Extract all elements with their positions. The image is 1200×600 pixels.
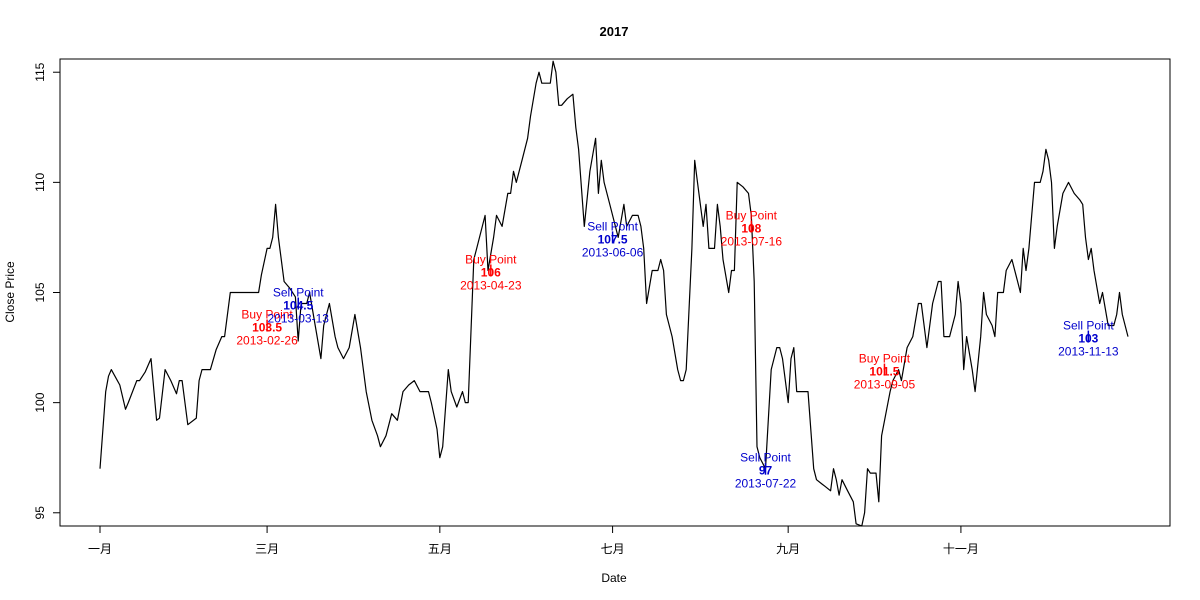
x-axis: 一月 三月 五月 七月 九月 十一月 — [88, 525, 979, 556]
y-tick-label: 95 — [33, 506, 47, 520]
series-layer — [99, 60, 1129, 527]
annotation-price-label: 103 — [1078, 332, 1098, 346]
annotation-price-label: 103.5 — [252, 321, 282, 335]
annotation-price-label: 107.5 — [598, 232, 628, 246]
y-tick-label: 105 — [33, 282, 47, 302]
annotation-date-label: 2013-09-05 — [854, 378, 916, 392]
x-tick-label: 一月 — [88, 542, 112, 556]
y-tick-label: 110 — [33, 172, 47, 191]
annotation-price-label: 104.5 — [283, 299, 313, 313]
annotation-date-label: 2013-11-13 — [1058, 345, 1119, 359]
annotation-date-label: 2013-03-13 — [268, 312, 330, 326]
annotation-price-label: 108 — [741, 221, 761, 235]
annotation-type-label: Buy Point — [241, 308, 293, 322]
annotation-type-label: Sell Point — [587, 219, 638, 233]
close-price-line — [99, 60, 1129, 527]
annotation-type-label: Sell Point — [1063, 319, 1114, 333]
x-tick-label: 九月 — [776, 542, 800, 556]
annotation-type-label: Sell Point — [273, 286, 324, 300]
x-tick-label: 七月 — [601, 542, 625, 556]
chart-title: 2017 — [600, 24, 629, 39]
y-axis: 95 100 105 110 115 — [33, 62, 61, 520]
annotation-type-label: Buy Point — [465, 252, 517, 266]
annotation-date-label: 2013-07-16 — [721, 234, 783, 248]
x-tick-label: 十一月 — [943, 542, 979, 556]
annotation-type-label: Buy Point — [726, 208, 778, 222]
annotation-type-label: Buy Point — [859, 352, 911, 366]
annotation-date-label: 2013-02-26 — [236, 334, 298, 348]
annotation-type-label: Sell Point — [740, 451, 791, 465]
annotation-price-label: 106 — [481, 265, 501, 279]
annotation-date-label: 2013-06-06 — [582, 245, 644, 259]
y-tick-label: 115 — [33, 62, 47, 81]
x-tick-label: 五月 — [428, 542, 452, 556]
y-tick-label: 100 — [33, 392, 47, 412]
annotation-price-label: 101.5 — [869, 365, 899, 379]
x-axis-label: Date — [601, 571, 627, 585]
annotation-price-label: 97 — [759, 464, 773, 478]
annotation-date-label: 2013-07-22 — [735, 477, 797, 491]
y-axis-label: Close Price — [3, 261, 17, 323]
annotation-date-label: 2013-04-23 — [460, 278, 522, 292]
x-tick-label: 三月 — [255, 542, 279, 556]
